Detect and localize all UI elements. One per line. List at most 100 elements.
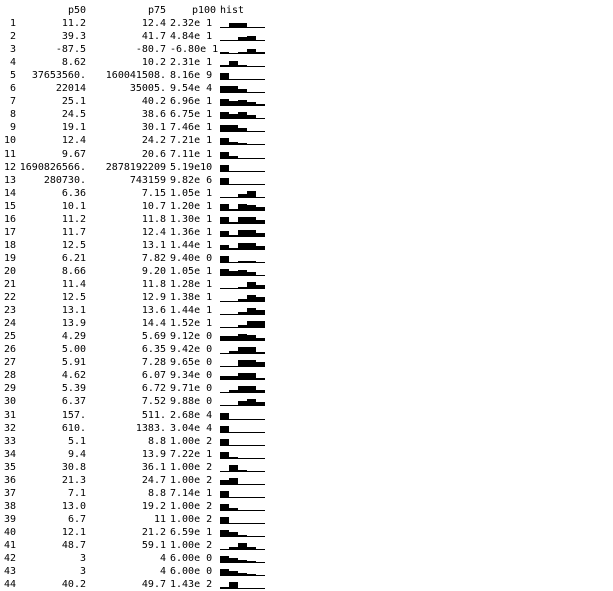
- histogram-bar: [220, 327, 229, 329]
- histogram-bar: [220, 353, 229, 355]
- cell-p75: 7.52: [141, 396, 166, 408]
- table-row: 18 12.5 13.1 1.44e 1: [0, 239, 613, 252]
- histogram-sparkline: [220, 112, 265, 120]
- histogram-bar: [256, 509, 265, 511]
- histogram-sparkline: [220, 229, 265, 237]
- cell-p50: 7.1: [67, 487, 86, 499]
- cell-p100: 7.14e 1: [170, 487, 213, 499]
- cell-p75: -80.7: [135, 44, 166, 56]
- table-row: 17 11.7 12.4 1.36e 1: [0, 226, 613, 239]
- histogram-bar: [238, 128, 247, 133]
- cell-p50: 5.1: [67, 435, 86, 447]
- row-index: 36: [3, 474, 16, 486]
- histogram-bar: [238, 229, 247, 237]
- table-row: 12 1690826566. 2878192209 5.19e10: [0, 161, 613, 174]
- cell-p50: 30.8: [61, 461, 86, 473]
- histogram-bar: [229, 558, 238, 564]
- histogram-bar: [247, 157, 256, 159]
- table-row: 40 12.1 21.2 6.59e 1: [0, 526, 613, 539]
- cell-p75: 10.7: [141, 200, 166, 212]
- histogram-bar: [256, 66, 265, 68]
- table-row: 30 6.37 7.52 9.88e 0: [0, 395, 613, 408]
- histogram-bar: [256, 104, 265, 107]
- cell-p75: 59.1: [141, 540, 166, 551]
- histogram-bar: [229, 79, 238, 81]
- histogram-bar: [247, 574, 256, 577]
- histogram-bar: [247, 183, 256, 185]
- histogram-bar: [238, 89, 247, 94]
- cell-p50: -87.5: [55, 44, 86, 56]
- table-row: 4 8.62 10.2 2.31e 1: [0, 56, 613, 69]
- histogram-bar: [247, 444, 256, 446]
- cell-p100: 7.22e 1: [170, 448, 213, 460]
- histogram-bar: [256, 470, 265, 472]
- histogram-bar: [256, 274, 265, 276]
- cell-p100: 1.36e 1: [170, 226, 213, 238]
- histogram-bar: [256, 170, 265, 172]
- cell-p75: 13.1: [141, 239, 166, 251]
- cell-p100: 1.38e 1: [170, 292, 213, 304]
- histogram-sparkline: [220, 138, 265, 146]
- histogram-bar: [220, 366, 229, 368]
- cell-p100: 9.40e 0: [170, 252, 213, 264]
- histogram-sparkline: [220, 295, 265, 303]
- histogram-bar: [247, 483, 256, 485]
- row-index: 35: [3, 461, 16, 473]
- histogram-bar: [256, 196, 265, 198]
- histogram-bar: [220, 314, 229, 316]
- histogram-sparkline: [220, 36, 265, 42]
- table-row: 36 21.3 24.7 1.00e 2: [0, 474, 613, 487]
- histogram-bar: [238, 325, 247, 329]
- histogram-bar: [220, 479, 229, 485]
- histogram-bar: [220, 27, 229, 28]
- histogram-bar: [238, 37, 247, 42]
- histogram-bar: [220, 216, 229, 224]
- histogram-bar: [229, 464, 238, 472]
- row-index: 5: [9, 70, 16, 82]
- histogram-bar: [220, 490, 229, 498]
- histogram-bar: [238, 496, 247, 498]
- table-row: 11 9.67 20.6 7.11e 1: [0, 148, 613, 161]
- row-index: 25: [3, 331, 16, 343]
- histogram-bar: [256, 183, 265, 185]
- cell-p100: 1.30e 1: [170, 213, 213, 225]
- histogram-bar: [238, 543, 247, 550]
- cell-p100: 1.00e 2: [170, 461, 213, 473]
- histogram-bar: [220, 336, 229, 342]
- table-row: 34 9.4 13.9 7.22e 1: [0, 448, 613, 461]
- cell-p75: 21.2: [141, 526, 166, 538]
- histogram-bar: [220, 529, 229, 537]
- histogram-bar: [229, 314, 238, 316]
- histogram-bar: [229, 571, 238, 577]
- histogram-bar: [256, 310, 265, 316]
- cell-p100: -6.80e 1: [170, 44, 219, 56]
- cell-p100: 2.32e 1: [170, 18, 213, 29]
- histogram-bar: [229, 221, 238, 224]
- cell-p75: 19.2: [141, 500, 166, 512]
- histogram-sparkline: [220, 490, 265, 498]
- histogram-bar: [247, 373, 256, 381]
- histogram-bar: [220, 73, 229, 81]
- cell-p75: 11.8: [141, 213, 166, 225]
- row-index: 10: [3, 135, 16, 147]
- histogram-bar: [247, 308, 256, 316]
- header-p75: p75: [147, 5, 166, 16]
- histogram-sparkline: [220, 569, 265, 577]
- histogram-bar: [229, 444, 238, 446]
- cell-p75: 511.: [141, 409, 166, 421]
- table-row: 16 11.2 11.8 1.30e 1: [0, 213, 613, 226]
- cell-p75: 4: [159, 566, 166, 578]
- header-row: p50 p75 p100 hist: [0, 4, 613, 17]
- cell-p100: 7.11e 1: [170, 148, 213, 160]
- table-row: 24 13.9 14.4 1.52e 1: [0, 317, 613, 330]
- row-index: 33: [3, 435, 16, 447]
- row-index: 44: [3, 579, 16, 591]
- cell-p100: 9.65e 0: [170, 357, 213, 369]
- histogram-bar: [247, 418, 256, 420]
- histogram-bar: [247, 470, 256, 472]
- table-row: 29 5.39 6.72 9.71e 0: [0, 382, 613, 395]
- cell-p75: 2878192209: [105, 161, 166, 173]
- histogram-sparkline: [220, 477, 265, 485]
- histogram-bar: [220, 255, 229, 263]
